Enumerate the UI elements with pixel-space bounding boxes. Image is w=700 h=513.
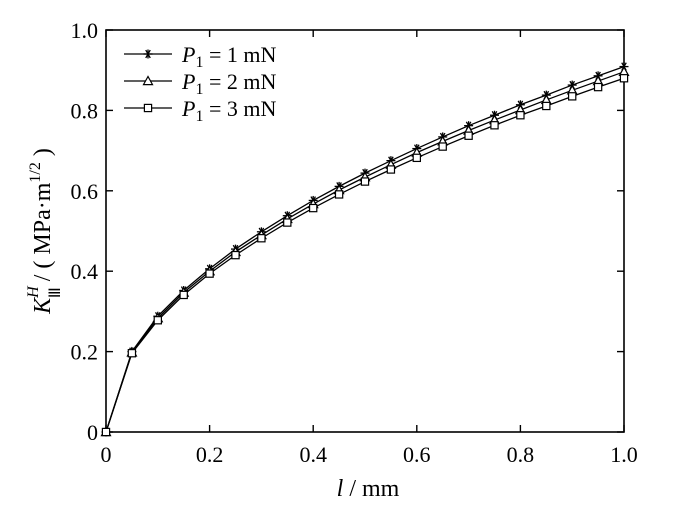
x-tick-label: 0.6 [403,442,431,467]
data-point-square [438,142,447,151]
legend-item: P1 = 2 mN [124,69,276,98]
legend-value: = 2 mN [203,69,276,94]
data-point-square [619,74,629,83]
y-axis-subscript: Ⅲ [47,287,64,298]
tick-labels: 0 0.2 0.4 0.6 0.8 1.0 0 0.2 0.4 0.6 0.8 1.0 [71,18,638,467]
legend-subscript: 1 [195,108,203,125]
series-line-3 [105,77,625,433]
y-tick-label: 0 [87,420,98,445]
y-tick-label: 0.6 [71,179,99,204]
x-tick-label: 0 [101,442,112,467]
legend-value: = 1 mN [203,42,276,67]
legend-symbol: P [181,69,195,94]
legend-subscript: 1 [195,54,203,71]
data-point-square [153,316,162,325]
data-point-square [567,92,577,101]
y-axis-unit-suffix: ) [30,148,56,162]
legend-marker-asterisk [143,49,153,59]
legend-value: = 3 mN [203,96,276,121]
legend-symbol: P [181,96,195,121]
legend-label: P1 = 1 mN [181,42,276,71]
y-axis-symbol: K [30,296,56,315]
y-axis-unit-exponent: 1/2 [27,162,44,182]
x-axis-separator: / [343,476,362,502]
y-tick-label: 0.8 [71,98,99,123]
data-point-square [464,131,473,140]
x-tick-label: 0.4 [299,442,327,467]
x-axis-unit: mm [362,476,400,502]
data-point-square [257,234,266,243]
x-tick-label: 0.8 [507,442,535,467]
legend-item: P1 = 3 mN [124,96,276,125]
data-point-square [542,101,551,111]
data-point-square [309,203,318,213]
series-line-2 [105,71,625,433]
y-axis-unit-prefix: / ( MPa·m [30,182,56,287]
x-axis-symbol: l [337,476,344,502]
legend-symbol: P [181,42,195,67]
data-point-square [205,269,214,278]
legend-label: P1 = 2 mN [181,69,276,98]
data-point-square [516,111,525,120]
series-markers [100,62,630,437]
legend-label: P1 = 3 mN [181,96,276,125]
y-axis-superscript: H [25,285,42,299]
y-axis-label: KH Ⅲ / ( MPa·m1/2 ) [25,148,64,315]
y-tick-label: 0.2 [71,340,99,365]
y-tick-label: 0.4 [71,259,99,284]
data-point-square [360,177,370,186]
data-point-square [127,349,137,358]
legend-marker-square [143,103,153,113]
x-axis-label: l / mm [337,476,400,502]
y-tick-label: 1.0 [71,18,99,43]
data-point-square [490,121,499,130]
data-point-square [386,165,396,174]
data-point-square [283,218,292,227]
data-point-square [179,290,188,300]
legend-item: P1 = 1 mN [124,42,276,71]
series-line-1 [105,65,625,433]
series-lines [105,65,625,433]
data-point-square [101,427,111,437]
legend-marker-triangle [142,75,154,86]
data-point-square [412,153,422,163]
plot-frame [105,29,625,433]
data-point-square [334,190,344,199]
data-point-square [593,82,603,92]
x-tick-label: 0.2 [196,442,224,467]
data-point-square [231,250,240,260]
x-tick-label: 1.0 [610,442,638,467]
legend-subscript: 1 [195,81,203,98]
